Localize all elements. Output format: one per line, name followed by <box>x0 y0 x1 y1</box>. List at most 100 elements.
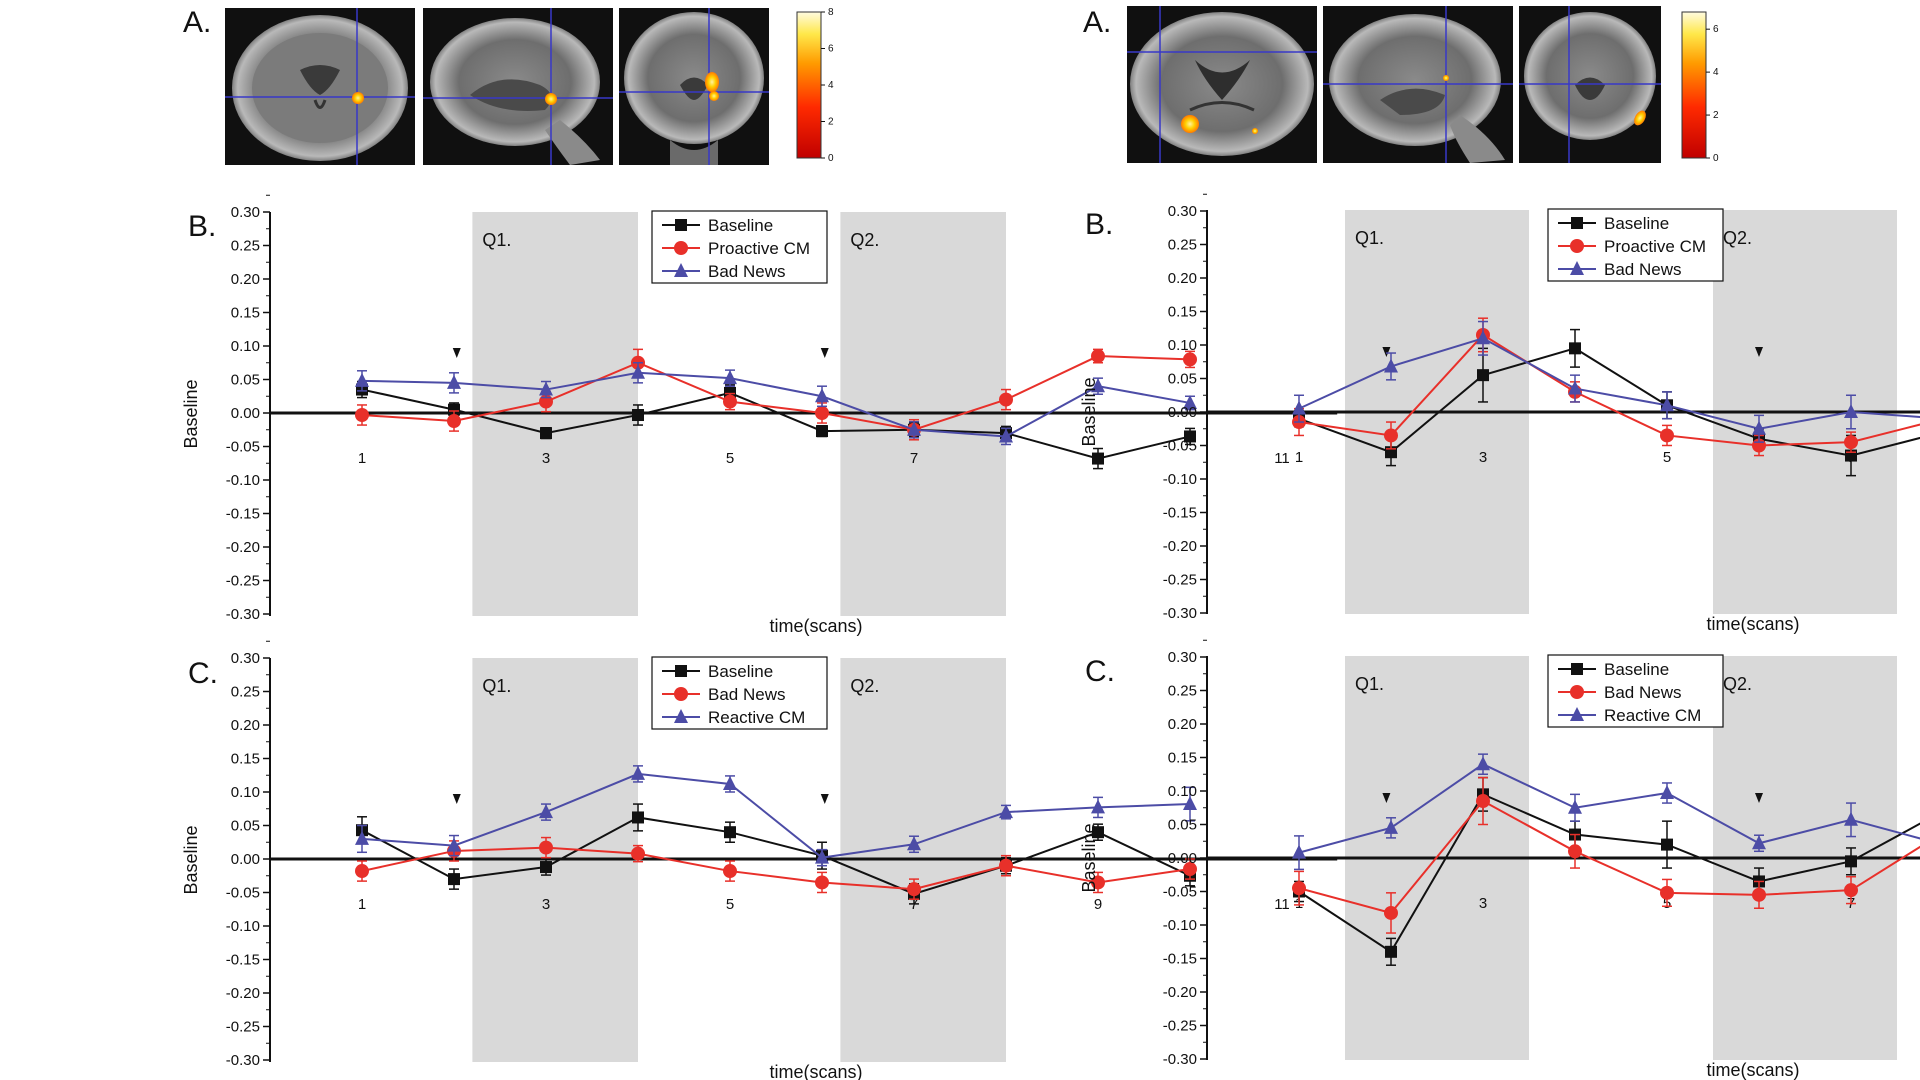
data-point <box>1384 428 1398 443</box>
data-point <box>815 849 829 864</box>
data-point <box>1844 811 1858 826</box>
y-tick-label: 0.25 <box>1168 683 1197 700</box>
series-bad-news <box>1292 320 1920 443</box>
colorbar-tick-label: 8 <box>828 7 834 18</box>
data-point <box>540 427 552 440</box>
y-tick-label: -0.10 <box>226 918 260 935</box>
x-axis-title: time(scans) <box>1706 1060 1799 1080</box>
y-tick-label: 0.30 <box>1168 649 1197 666</box>
x-tick-label: 1 <box>358 896 366 913</box>
data-point <box>999 858 1013 873</box>
y-tick-label: 0.00 <box>231 405 260 422</box>
legend-marker <box>674 241 688 255</box>
data-point <box>355 830 369 845</box>
data-point <box>999 392 1013 407</box>
y-axis-title: Baseline <box>1079 377 1099 446</box>
y-tick-label: 0.05 <box>1168 817 1197 834</box>
data-point <box>1183 394 1197 409</box>
series-reactive-cm <box>1292 753 1920 871</box>
data-point <box>1183 352 1197 367</box>
legend-entry: Proactive CM <box>708 239 810 258</box>
x-tick-label: 5 <box>1663 449 1671 466</box>
data-point <box>631 765 645 780</box>
legend-marker <box>1570 261 1584 275</box>
arrow-marker <box>1755 793 1763 804</box>
x-axis-title: time(scans) <box>769 616 862 636</box>
data-point <box>1091 349 1105 364</box>
legend-marker <box>1571 663 1583 675</box>
y-tick-label: 0.30 <box>1168 203 1197 220</box>
y-tick-label: 0.20 <box>231 717 260 734</box>
data-point <box>723 394 737 409</box>
y-tick-label: -0.10 <box>226 472 260 489</box>
y-axis-title: Baseline <box>181 379 201 448</box>
data-point <box>1384 358 1398 373</box>
series-line <box>1298 763 1920 854</box>
y-tick-label: -0.20 <box>226 985 260 1002</box>
data-point <box>539 804 553 819</box>
series-line <box>361 371 1191 438</box>
arrow-marker <box>820 794 829 805</box>
chart-right-c: Q1. Q2. C. 0.30 0.25 0.20 0.15 0.10 0.05 0.00 -0.0… <box>1079 639 1920 1080</box>
data-point <box>632 811 644 824</box>
data-point <box>723 775 737 790</box>
data-point <box>447 374 461 389</box>
y-tick-label: 0.05 <box>1168 371 1197 388</box>
data-point <box>723 370 737 385</box>
data-point <box>1476 330 1490 345</box>
brain-slice-sagittal-right <box>1323 6 1513 163</box>
brain-slice-coronal-right <box>1519 6 1661 163</box>
shade-label-q2: Q2. <box>1723 228 1752 248</box>
data-point <box>355 372 369 387</box>
brain-panel-right: A. 0 2 <box>1083 6 1719 164</box>
data-point <box>1660 428 1674 443</box>
y-tick-label: -0.30 <box>1163 605 1197 622</box>
x-axis-title: time(scans) <box>769 1062 862 1080</box>
data-point <box>1752 835 1766 850</box>
legend-marker <box>1570 707 1584 721</box>
colorbar-right: 0 2 4 6 <box>1681 11 1719 164</box>
panel-letter: B. <box>188 210 216 243</box>
y-tick-label: 0.00 <box>231 851 260 868</box>
data-point <box>1660 397 1674 412</box>
data-point <box>907 421 921 436</box>
data-point <box>1844 435 1858 450</box>
y-tick-label: 0.10 <box>1168 783 1197 800</box>
data-point <box>1184 430 1196 443</box>
shade-label-q2: Q2. <box>1723 674 1752 694</box>
data-point <box>1384 819 1398 834</box>
data-point <box>1091 875 1105 890</box>
y-tick-label: -0.15 <box>1163 951 1197 968</box>
y-tick-label: -0.20 <box>1163 538 1197 555</box>
y-tick-label: -0.10 <box>1163 917 1197 934</box>
data-point <box>815 406 829 420</box>
data-point <box>1091 378 1105 393</box>
arrow-marker <box>1755 347 1763 358</box>
data-point <box>907 882 921 897</box>
series-line <box>1298 793 1920 954</box>
x-tick-label: 3 <box>542 450 550 467</box>
legend-entry: Baseline <box>1604 660 1669 679</box>
data-point <box>631 364 645 379</box>
colorbar-tick-label: 2 <box>828 117 834 128</box>
brain-panel-left: A. <box>183 6 834 165</box>
x-axis-title: time(scans) <box>1706 614 1799 634</box>
legend-entry: Baseline <box>1604 214 1669 233</box>
y-tick-label: -0.15 <box>1163 505 1197 522</box>
series-line <box>1298 333 1920 447</box>
data-point <box>1385 945 1397 958</box>
brain-slice-coronal-left <box>619 8 769 165</box>
legend-marker <box>1570 685 1584 699</box>
data-point <box>1752 887 1766 902</box>
y-tick-label: -0.15 <box>226 506 260 523</box>
x-tick-label: 1 <box>1295 449 1303 466</box>
y-tick-label: 0.20 <box>1168 270 1197 287</box>
data-point <box>539 381 553 396</box>
data-point <box>1660 785 1674 800</box>
series-line <box>361 772 1191 859</box>
y-tick-label: -0.30 <box>226 1052 260 1069</box>
data-point <box>448 403 460 416</box>
shade-label-q1: Q1. <box>1355 228 1384 248</box>
colorbar-tick-label: 6 <box>1713 24 1719 35</box>
data-point <box>448 873 460 886</box>
